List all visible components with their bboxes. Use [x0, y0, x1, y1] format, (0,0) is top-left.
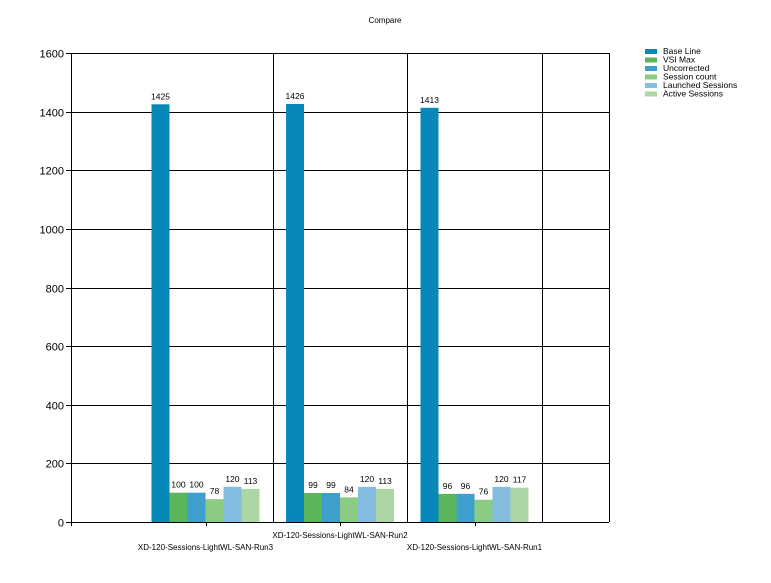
bar — [340, 497, 358, 522]
y-tick-label: 200 — [46, 459, 64, 471]
data-label: 96 — [461, 481, 471, 491]
bar — [322, 492, 340, 522]
bar — [223, 486, 242, 522]
legend-swatch — [645, 83, 657, 88]
y-tick-label: 1000 — [40, 225, 64, 237]
data-label: 78 — [210, 486, 220, 496]
data-label: 99 — [326, 480, 336, 490]
y-tick-label: 400 — [46, 401, 64, 413]
y-tick-label: 1200 — [40, 166, 64, 178]
legend-swatch — [645, 66, 657, 71]
bar — [456, 493, 475, 522]
x-tick-label: XD-120-Sessions-LightWL-SAN-Run2 — [272, 531, 408, 540]
y-tick-label: 600 — [46, 342, 64, 354]
data-label: 100 — [171, 480, 185, 490]
data-label: 99 — [308, 480, 318, 490]
y-tick-label: 1600 — [40, 49, 64, 61]
data-label: 1413 — [420, 95, 439, 105]
data-label: 100 — [189, 480, 203, 490]
x-tick-label: XD-120-Sessions-LightWL-SAN-Run1 — [407, 543, 543, 552]
data-label: 1426 — [286, 91, 305, 101]
bar — [474, 499, 493, 522]
x-tick-label: XD-120-Sessions-LightWL-SAN-Run3 — [138, 543, 274, 552]
chart-title: Compare — [369, 16, 402, 25]
legend-label: Uncorrected — [663, 63, 710, 73]
bars — [151, 104, 529, 522]
bar — [205, 499, 224, 522]
data-label: 76 — [479, 487, 489, 497]
legend-label: Base Line — [663, 46, 701, 56]
data-label: 84 — [344, 484, 354, 494]
data-label: 1425 — [151, 91, 170, 101]
bar — [376, 488, 394, 522]
legend-swatch — [645, 91, 657, 97]
bar — [438, 493, 457, 522]
legend-label: VSI Max — [663, 55, 696, 65]
y-tick-label: 0 — [58, 518, 64, 530]
bar — [151, 104, 170, 522]
data-label: 117 — [513, 475, 527, 485]
bar — [286, 104, 304, 522]
data-label: 96 — [443, 481, 453, 491]
data-label: 113 — [378, 476, 392, 486]
legend-swatch — [645, 74, 657, 80]
bar — [304, 492, 322, 522]
legend-swatch — [645, 57, 657, 63]
legend-label: Active Sessions — [663, 89, 723, 99]
data-label: 120 — [225, 474, 239, 484]
data-label: 120 — [494, 474, 508, 484]
y-tick-label: 800 — [46, 284, 64, 296]
data-label: 120 — [360, 474, 374, 484]
bar — [510, 487, 529, 522]
legend-swatch — [645, 49, 657, 54]
bar — [358, 486, 376, 522]
bar — [169, 492, 188, 522]
legend-label: Session count — [663, 72, 717, 82]
bar — [420, 107, 439, 522]
y-tick-label: 1400 — [40, 108, 64, 120]
bar — [241, 488, 260, 522]
bar — [492, 486, 511, 522]
axes: 0 200 400 600 800 1000 1200 1400 1600 XD-120-Sess… — [40, 49, 610, 552]
bar — [187, 492, 206, 522]
legend-label: Launched Sessions — [663, 80, 737, 90]
data-labels: 1425 100 100 78 120 113 1426 99 99 84 120 113 1413 96… — [151, 91, 527, 497]
data-label: 113 — [244, 476, 258, 486]
